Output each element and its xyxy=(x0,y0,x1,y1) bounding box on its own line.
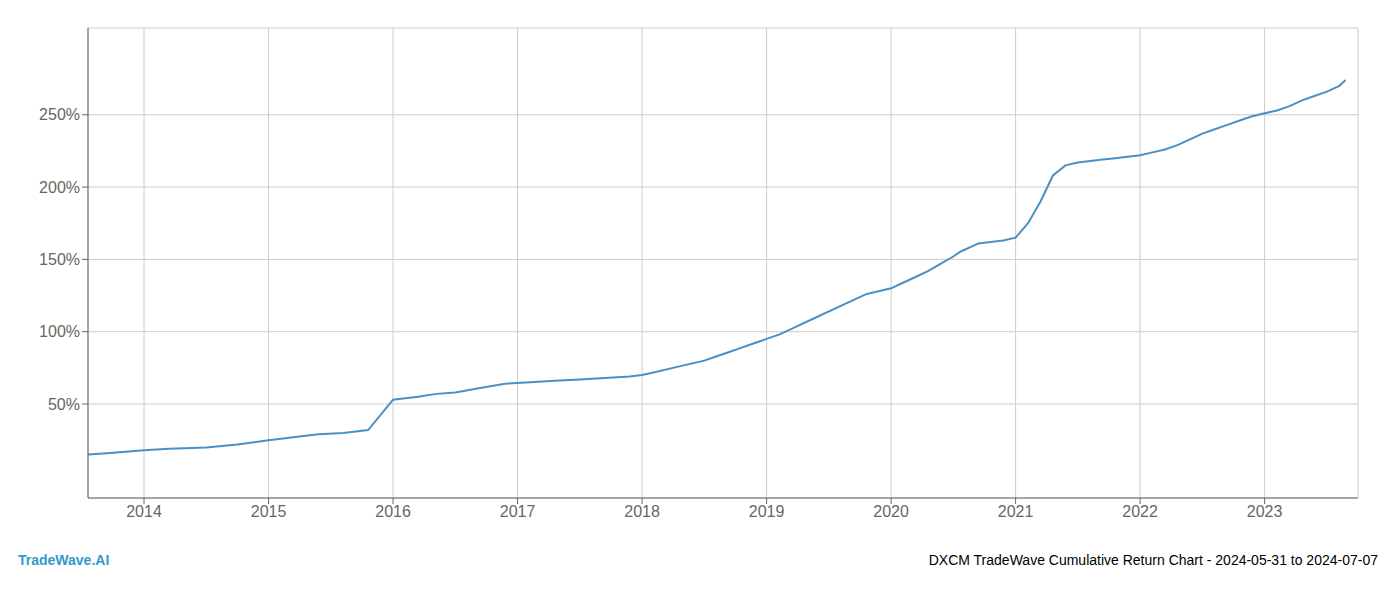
svg-text:2021: 2021 xyxy=(998,503,1034,520)
svg-text:2014: 2014 xyxy=(126,503,162,520)
svg-text:2015: 2015 xyxy=(251,503,287,520)
svg-text:150%: 150% xyxy=(39,251,80,268)
svg-text:200%: 200% xyxy=(39,179,80,196)
svg-text:2022: 2022 xyxy=(1122,503,1158,520)
svg-text:2016: 2016 xyxy=(375,503,411,520)
svg-text:2019: 2019 xyxy=(749,503,785,520)
html-text:DXCM TradeWave Cumulative Retu: DXCM TradeWave Cumulative Return Chart -… xyxy=(928,552,1378,568)
svg-text:100%: 100% xyxy=(39,323,80,340)
svg-text:2018: 2018 xyxy=(624,503,660,520)
svg-text:2023: 2023 xyxy=(1247,503,1283,520)
svg-text:2017: 2017 xyxy=(500,503,536,520)
svg-text:2020: 2020 xyxy=(873,503,909,520)
svg-text:50%: 50% xyxy=(48,396,80,413)
html-text:TradeWave.AI: TradeWave.AI xyxy=(18,552,110,568)
svg-text:250%: 250% xyxy=(39,106,80,123)
